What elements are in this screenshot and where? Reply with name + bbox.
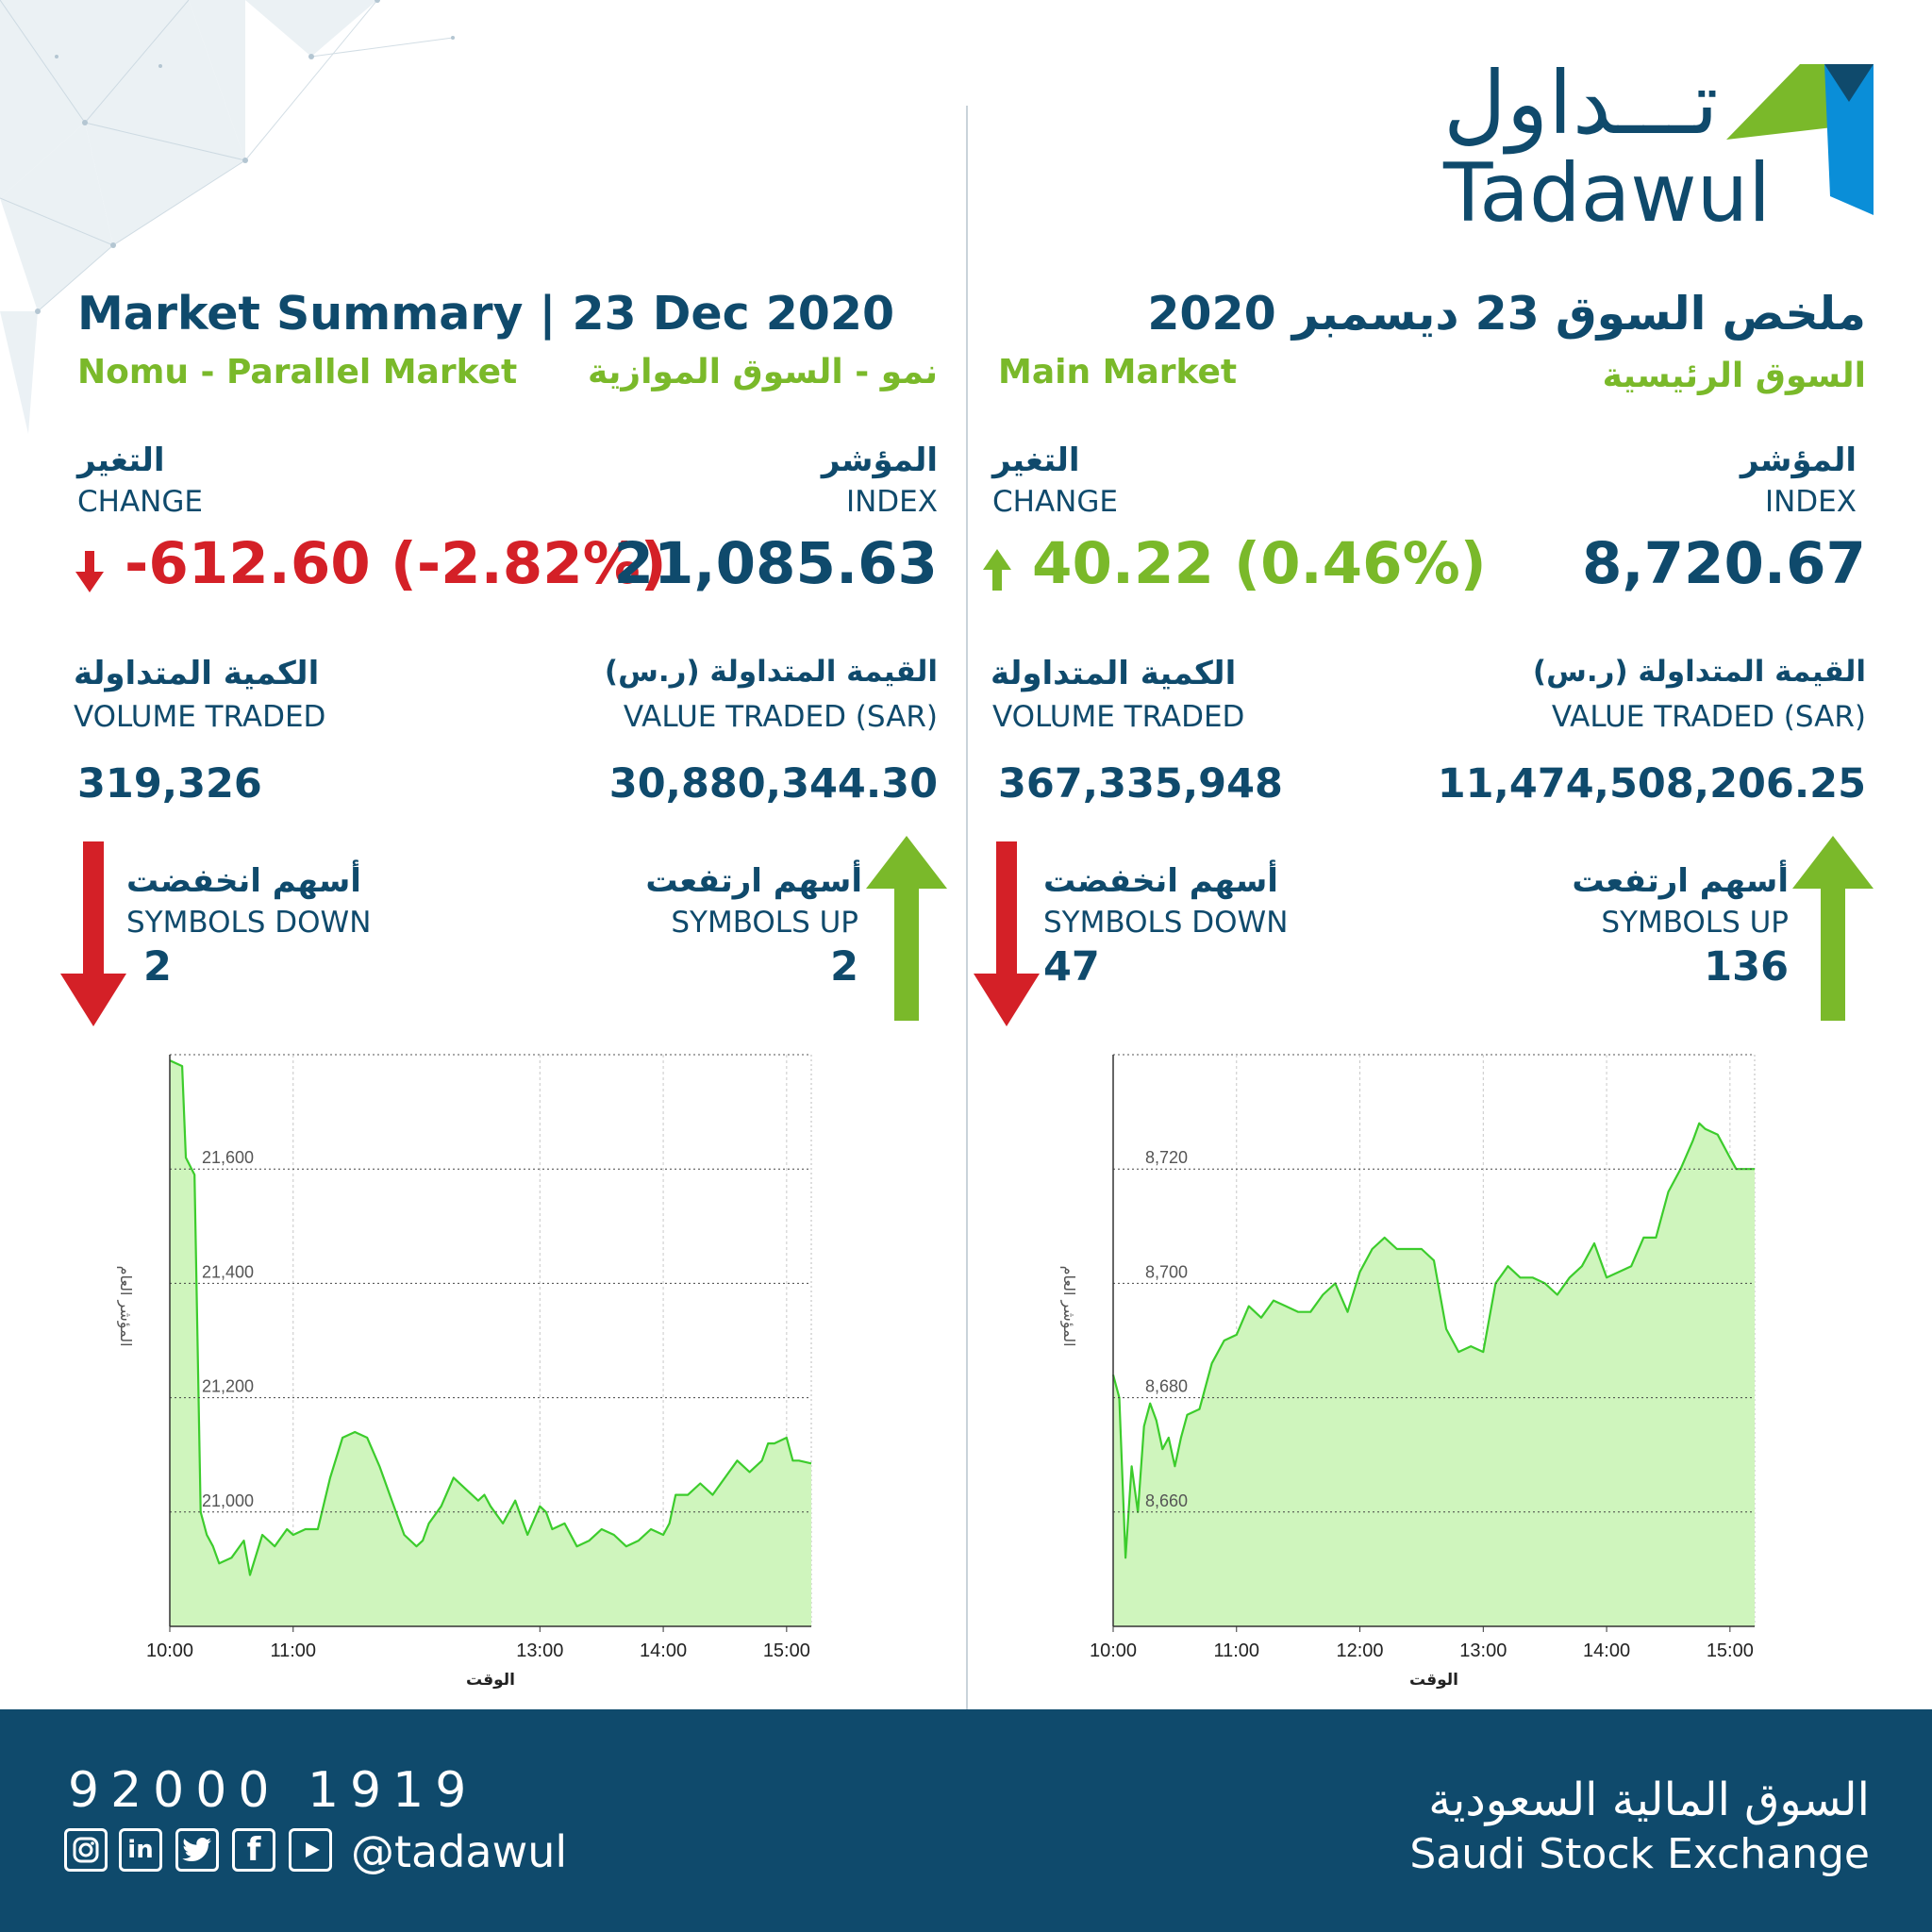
main-symbols-up-arrow-icon bbox=[1792, 836, 1874, 1021]
main-symbols-down-label-ar: أسهم انخفضت bbox=[1043, 862, 1278, 900]
youtube-icon[interactable] bbox=[289, 1828, 332, 1872]
x-tick-label: 15:00 bbox=[1707, 1641, 1754, 1661]
x-tick-label: 13:00 bbox=[516, 1641, 563, 1661]
main-subtitle-ar: السوق الرئيسية bbox=[1602, 357, 1866, 395]
network-decoration bbox=[0, 0, 455, 434]
main-index-label-en: INDEX bbox=[1764, 485, 1857, 519]
y-tick-label: 21,400 bbox=[202, 1262, 254, 1281]
logo-mark-icon bbox=[1726, 64, 1874, 215]
series-area bbox=[170, 1060, 811, 1626]
nomu-index-label-en: INDEX bbox=[845, 485, 938, 519]
main-symbols-up-count: 136 bbox=[1704, 943, 1789, 991]
y-tick-label: 21,600 bbox=[202, 1148, 254, 1167]
nomu-index-value: 21,085.63 bbox=[613, 530, 938, 597]
twitter-icon[interactable] bbox=[175, 1828, 219, 1872]
main-volume-label-ar: الكمية المتداولة bbox=[991, 655, 1237, 692]
nomu-value-label-en: VALUE TRADED (SAR) bbox=[623, 700, 938, 734]
series-line bbox=[1111, 1122, 1755, 1559]
nomu-subtitle-en: Nomu - Parallel Market bbox=[77, 353, 518, 391]
x-tick-label: 12:00 bbox=[1337, 1641, 1384, 1661]
x-axis-title: الوقت bbox=[466, 1671, 515, 1690]
nomu-index-label-ar: المؤشر bbox=[821, 441, 938, 479]
main-volume-value: 367,335,948 bbox=[998, 760, 1283, 808]
nomu-value-value: 30,880,344.30 bbox=[608, 760, 938, 808]
y-tick-label: 8,700 bbox=[1145, 1262, 1188, 1281]
x-tick-label: 14:00 bbox=[1583, 1641, 1630, 1661]
x-tick-label: 15:00 bbox=[763, 1641, 810, 1661]
nomu-volume-value: 319,326 bbox=[77, 760, 262, 808]
y-tick-label: 21,000 bbox=[202, 1491, 254, 1510]
x-tick-label: 13:00 bbox=[1459, 1641, 1507, 1661]
footer-handle[interactable]: @tadawul bbox=[351, 1826, 568, 1877]
main-title: ملخص السوق 23 ديسمبر 2020 bbox=[1147, 287, 1866, 341]
main-value-label-en: VALUE TRADED (SAR) bbox=[1551, 700, 1866, 734]
series-area bbox=[1113, 1123, 1755, 1626]
nomu-change-value: -612.60 (-2.82%) bbox=[125, 530, 667, 597]
main-index-label-ar: المؤشر bbox=[1740, 441, 1857, 479]
nomu-volume-label-en: VOLUME TRADED bbox=[74, 700, 326, 734]
linkedin-icon[interactable]: in bbox=[119, 1828, 162, 1872]
nomu-change-label-ar: التغير bbox=[77, 441, 165, 479]
facebook-icon[interactable]: f bbox=[232, 1828, 275, 1872]
nomu-symbols-up-label-en: SYMBOLS UP bbox=[671, 906, 858, 940]
nomu-index-chart: 21,000 21,200 21,400 21,600 10:00 11:00 13:00 1… bbox=[94, 1038, 849, 1717]
column-divider bbox=[966, 106, 968, 1709]
nomu-symbols-down-label-ar: أسهم انخفضت bbox=[126, 862, 361, 900]
x-axis-title: الوقت bbox=[1409, 1671, 1458, 1690]
x-tick-label: 14:00 bbox=[640, 1641, 687, 1661]
main-change-label-en: CHANGE bbox=[992, 485, 1118, 519]
y-axis-title: المؤشر العام bbox=[116, 1266, 135, 1347]
main-volume-label-en: VOLUME TRADED bbox=[992, 700, 1245, 734]
nomu-symbols-up-count: 2 bbox=[830, 943, 858, 991]
main-symbols-up-label-ar: أسهم ارتفعت bbox=[1572, 862, 1789, 900]
footer-bar bbox=[0, 1709, 1932, 1932]
footer-exchange-ar: السوق المالية السعودية bbox=[1428, 1774, 1870, 1826]
series-line bbox=[169, 1059, 812, 1576]
nomu-change-down-arrow-icon bbox=[75, 551, 104, 592]
nomu-volume-label-ar: الكمية المتداولة bbox=[74, 655, 320, 692]
x-tick-label: 11:00 bbox=[1213, 1641, 1259, 1661]
x-tick-label: 10:00 bbox=[146, 1641, 193, 1661]
main-subtitle-en: Main Market bbox=[998, 353, 1238, 391]
footer-exchange-en: Saudi Stock Exchange bbox=[1409, 1830, 1870, 1878]
main-index-value: 8,720.67 bbox=[1581, 530, 1866, 597]
nomu-change-label-en: CHANGE bbox=[77, 485, 203, 519]
main-symbols-down-arrow-icon bbox=[974, 841, 1040, 1026]
tadawul-logo: تـــداول Tadawul bbox=[1443, 57, 1877, 236]
main-change-up-arrow-icon bbox=[983, 549, 1011, 591]
main-change-value: 40.22 (0.46%) bbox=[1032, 530, 1487, 597]
nomu-symbols-down-arrow-icon bbox=[60, 841, 126, 1026]
x-tick-label: 10:00 bbox=[1090, 1641, 1137, 1661]
y-tick-label: 8,660 bbox=[1145, 1491, 1188, 1510]
main-symbols-down-count: 47 bbox=[1043, 943, 1100, 991]
main-change-label-ar: التغير bbox=[992, 441, 1080, 479]
nomu-symbols-down-label-en: SYMBOLS DOWN bbox=[126, 906, 372, 940]
nomu-symbols-up-label-ar: أسهم ارتفعت bbox=[645, 862, 862, 900]
main-index-chart: 8,660 8,680 8,700 8,720 10:00 11:00 12:00 13:00… bbox=[1038, 1038, 1792, 1717]
nomu-title: Market Summary | 23 Dec 2020 bbox=[77, 287, 895, 341]
main-value-label-ar: القيمة المتداولة (ر.س) bbox=[1532, 655, 1866, 689]
nomu-value-label-ar: القيمة المتداولة (ر.س) bbox=[604, 655, 938, 689]
footer-phone[interactable]: 92000 1919 bbox=[68, 1762, 478, 1819]
y-axis-title: المؤشر العام bbox=[1059, 1266, 1078, 1347]
main-symbols-up-label-en: SYMBOLS UP bbox=[1601, 906, 1789, 940]
y-tick-label: 21,200 bbox=[202, 1377, 254, 1396]
instagram-icon[interactable] bbox=[64, 1828, 108, 1872]
y-tick-label: 8,720 bbox=[1145, 1148, 1188, 1167]
logo-arabic-text: تـــداول bbox=[1443, 53, 1719, 154]
main-symbols-down-label-en: SYMBOLS DOWN bbox=[1043, 906, 1289, 940]
x-tick-label: 11:00 bbox=[270, 1641, 316, 1661]
nomu-subtitle-ar: نمو - السوق الموازية bbox=[588, 353, 938, 391]
nomu-symbols-down-count: 2 bbox=[143, 943, 172, 991]
logo-english-text: Tadawul bbox=[1443, 146, 1772, 241]
main-value-value: 11,474,508,206.25 bbox=[1437, 760, 1866, 808]
nomu-symbols-up-arrow-icon bbox=[866, 836, 947, 1021]
y-tick-label: 8,680 bbox=[1145, 1377, 1188, 1396]
